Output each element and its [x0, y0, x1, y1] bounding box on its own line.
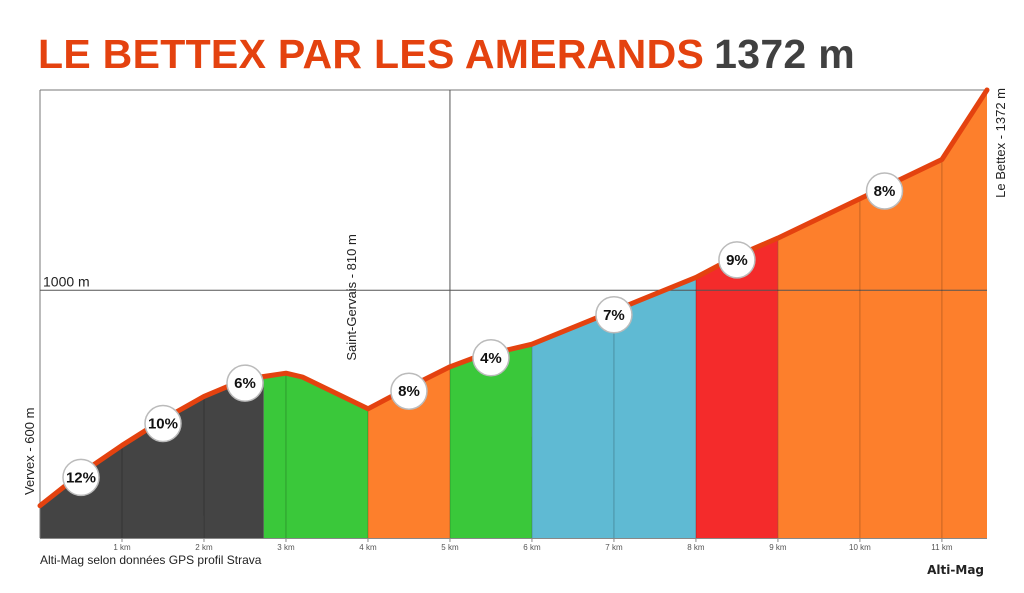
grade-marker-label: 8%: [874, 183, 896, 200]
page-title: LE BETTEX PAR LES AMERANDS 1372 m: [38, 28, 855, 80]
grade-markers: 12% 10% 6% 8% 4% 7% 9% 8%: [62, 172, 904, 497]
grade-marker-2: 10%: [144, 404, 182, 443]
grade-marker-circle: [595, 296, 633, 334]
source-note: Alti-Mag selon données GPS profil Strava: [40, 553, 262, 567]
x-tick-label-3: 3 km: [277, 543, 295, 552]
grade-marker-label: 9%: [726, 252, 748, 269]
waypoint-labels: Vervex - 600 m Saint-Gervais - 810 m Le Be…: [22, 88, 1008, 495]
grade-marker-label: 7%: [603, 307, 625, 324]
grade-band-2: [121, 396, 204, 538]
x-tick-label-1: 1 km: [113, 543, 131, 552]
grade-band-6: [449, 344, 532, 538]
grade-marker-4: 8%: [390, 372, 428, 410]
gridline-label-1000m: 1000 m: [43, 273, 90, 289]
grade-band-9: [777, 90, 987, 538]
grade-marker-label: 10%: [148, 416, 178, 433]
grade-marker-circle: [718, 241, 756, 279]
waypoint-label-2: Saint-Gervais - 810 m: [344, 234, 359, 360]
x-tick-label-11: 11 km: [931, 543, 953, 552]
x-tick-label-9: 9 km: [769, 543, 787, 552]
grade-band-8: [695, 238, 778, 538]
grade-marker-circle: [472, 339, 510, 377]
x-tick-label-8: 8 km: [687, 543, 705, 552]
grade-marker-3: 6%: [226, 364, 264, 402]
x-tick-label-6: 6 km: [523, 543, 541, 552]
grade-marker-label: 4%: [480, 350, 502, 367]
grade-marker-label: 8%: [398, 383, 420, 400]
grade-marker-circle: [390, 372, 428, 410]
grade-marker-circle: [865, 172, 904, 210]
grade-marker-circle: [62, 458, 100, 497]
climb-name: LE BETTEX PAR LES AMERANDS: [38, 31, 705, 77]
grade-marker-label: 6%: [234, 375, 256, 392]
grade-bands: [40, 90, 987, 538]
x-tick-label-10: 10 km: [849, 543, 871, 552]
summit-altitude: 1372 m: [714, 31, 855, 77]
grade-band-7: [531, 277, 696, 538]
grade-band-3: [203, 376, 264, 538]
x-tick-label-2: 2 km: [195, 543, 213, 552]
grade-marker-6: 7%: [595, 296, 633, 334]
waypoint-label-1: Vervex - 600 m: [22, 408, 37, 495]
grade-marker-7: 9%: [718, 241, 756, 279]
grade-marker-1: 12%: [62, 458, 100, 497]
waypoint-label-3: Le Bettex - 1372 m: [993, 88, 1008, 198]
x-tick-label-5: 5 km: [441, 543, 459, 552]
grade-marker-circle: [144, 404, 182, 443]
grade-marker-circle: [226, 364, 264, 402]
x-axis: 1 km 2 km 3 km 4 km 5 km 6 km 7 km 8 km 9 km 10 k…: [40, 538, 987, 552]
grade-marker-5: 4%: [472, 339, 510, 377]
brand-label: Alti-Mag: [927, 563, 984, 577]
grade-band-5: [367, 366, 450, 538]
x-tick-label-7: 7 km: [605, 543, 623, 552]
grade-marker-label: 12%: [66, 469, 96, 486]
gridlines: 1000 m: [39, 89, 987, 538]
x-tick-label-4: 4 km: [359, 543, 377, 552]
grade-band-4: [263, 373, 368, 538]
grade-marker-8: 8%: [865, 172, 904, 210]
